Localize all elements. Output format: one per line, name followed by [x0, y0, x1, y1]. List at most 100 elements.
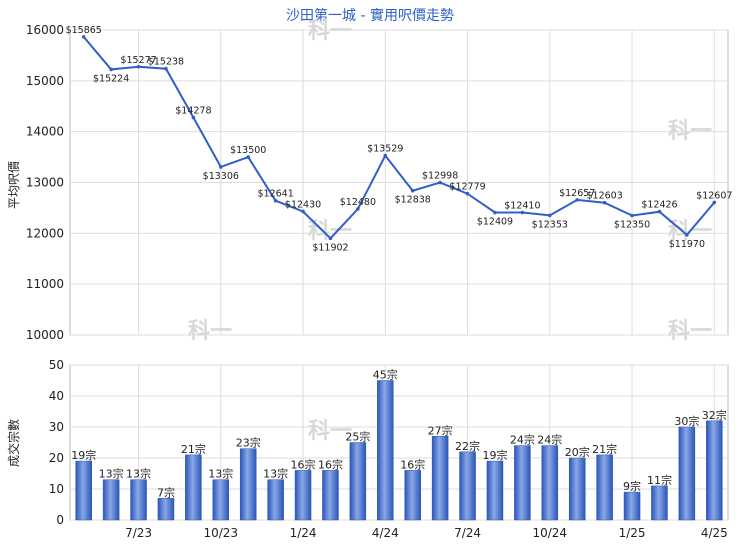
bar: [185, 454, 202, 521]
bar: [377, 380, 394, 521]
bar: [486, 460, 504, 521]
bar: [623, 491, 641, 521]
line-point: [136, 64, 141, 69]
line-point: [328, 236, 333, 241]
line-data-label: $12430: [285, 199, 321, 210]
top-y-tick-label: 14000: [26, 125, 64, 139]
bar-data-label: 19宗: [71, 448, 96, 462]
line-data-label: $15224: [93, 73, 129, 84]
line-point: [575, 198, 580, 202]
line-data-label: $13500: [230, 145, 266, 156]
line-point: [657, 209, 662, 214]
watermark-text: 科一: [188, 319, 232, 344]
line-point: [273, 198, 278, 203]
line-data-label: $13529: [367, 144, 403, 155]
top-y-tick-label: 15000: [26, 74, 64, 88]
bar: [294, 470, 312, 521]
bar-data-label: 32宗: [702, 408, 727, 422]
line-data-label: $12603: [586, 191, 622, 202]
bottom-y-tick-label: 50: [49, 358, 64, 372]
bottom-plot-grid: 0 10 20 30 40 50 7/23 10/23 1/24 4/24 7/24 10/24 1/2…: [49, 358, 729, 540]
bar-data-label: 16宗: [318, 457, 343, 471]
bar-data-label: 24宗: [510, 433, 535, 447]
bar: [322, 470, 339, 521]
bar: [596, 454, 613, 521]
bar: [102, 479, 120, 521]
line-point: [164, 66, 168, 71]
bar-data-label: 21宗: [181, 442, 206, 456]
line-data-label: $12838: [395, 195, 431, 206]
watermark-text: 科一: [668, 119, 712, 144]
line-data-label: $15277: [120, 55, 156, 66]
x-tick-label: 4/24: [372, 526, 399, 540]
bar-data-label: 13宗: [126, 467, 151, 481]
bar: [431, 436, 449, 521]
x-tick-label: 7/23: [125, 526, 152, 540]
line-data-label: $12426: [641, 200, 677, 211]
bar-data-label: 20宗: [565, 445, 590, 459]
bar: [75, 460, 92, 521]
x-tick-label: 10/24: [532, 526, 567, 540]
top-plot-grid: 10000 11000 12000 13000 14000 15000 16000: [26, 23, 729, 342]
line-data-label: $12480: [340, 197, 376, 208]
bar-data-label: 16宗: [400, 457, 425, 471]
bar: [459, 451, 476, 521]
watermark-text: 科一: [668, 319, 712, 344]
top-y-tick-label: 13000: [26, 176, 64, 190]
bottom-y-tick-label: 20: [49, 451, 64, 465]
watermark-text: 科一: [308, 19, 352, 44]
bar-data-label: 45宗: [373, 368, 398, 382]
top-y-tick-label: 11000: [26, 277, 64, 291]
line-point: [109, 67, 113, 72]
chart-title: 沙田第一城 - 實用呎價走勢: [286, 7, 454, 24]
x-tick-label: 7/24: [454, 526, 481, 540]
line-point: [218, 165, 223, 169]
bar-series: [75, 380, 723, 521]
bar-data-label: 13宗: [263, 467, 288, 481]
bar: [541, 445, 559, 521]
x-tick-label: 1/24: [290, 526, 317, 540]
bar-data-label: 11宗: [647, 473, 672, 487]
bar-data-label: 9宗: [623, 479, 641, 493]
line-point: [602, 200, 607, 205]
watermark-text: 科一: [308, 419, 352, 444]
bottom-y-tick-label: 0: [56, 513, 64, 527]
line-data-label: $15865: [66, 25, 102, 36]
line-point: [191, 115, 196, 120]
line-series: [81, 35, 717, 241]
line-point: [685, 233, 689, 237]
line-data-label: $12779: [449, 182, 485, 193]
bar-data-label: 30宗: [674, 414, 699, 428]
bar: [706, 420, 723, 521]
line-point: [493, 210, 497, 215]
x-tick-label: 1/25: [619, 526, 646, 540]
top-y-tick-label: 16000: [26, 23, 64, 37]
bar-data-label: 13宗: [99, 467, 124, 481]
bar-data-label: 25宗: [345, 430, 370, 444]
bar-data-label: 21宗: [592, 442, 617, 456]
line-point: [547, 213, 552, 218]
bar: [514, 445, 531, 521]
line-point: [438, 180, 442, 185]
bar: [651, 485, 668, 521]
line-data-label: $12607: [696, 190, 732, 201]
bar: [267, 479, 284, 521]
line-data-label: $15238: [148, 57, 184, 68]
bar: [212, 479, 230, 521]
line-data-label: $12657: [559, 188, 595, 199]
line-data-label: $12353: [532, 219, 568, 230]
line-data-label: $14278: [175, 106, 211, 117]
line-data-label: $13306: [203, 171, 239, 182]
bar: [678, 426, 696, 521]
bar-data-label: 24宗: [537, 433, 562, 447]
x-tick-label: 10/23: [203, 526, 238, 540]
bar-data-label: 16宗: [291, 457, 316, 471]
x-tick-label: 4/25: [701, 526, 728, 540]
line-data-label: $12998: [422, 171, 458, 182]
bottom-plot-area: [69, 364, 729, 521]
line-data-label: $12409: [477, 217, 513, 228]
bar-data-label: 27宗: [428, 423, 453, 437]
